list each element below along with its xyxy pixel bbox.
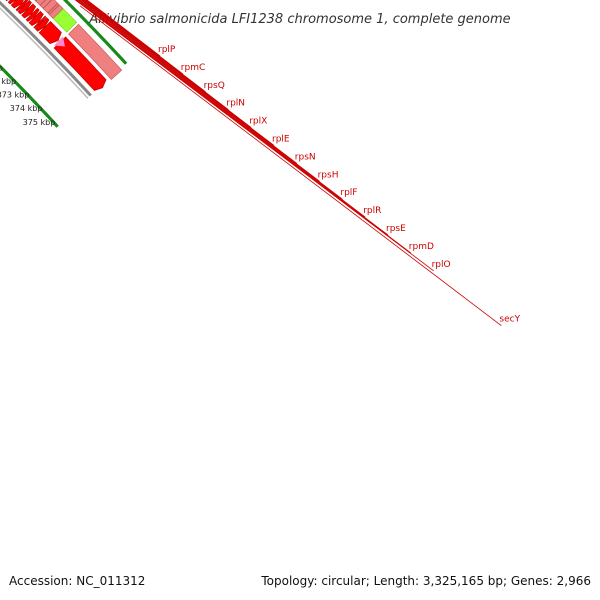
gene-label-rplF[interactable]: rplF [340,188,357,198]
outer-tick-dot [123,61,128,65]
cds-arrow-rpsH[interactable] [17,0,32,15]
tick-dot [55,124,59,128]
gene-label-rpsE[interactable]: rpsE [386,224,406,234]
leader-line-rpsE [76,0,389,236]
tick-label: 375 kbp [23,118,56,127]
gene-label-secY[interactable]: secY [499,315,520,325]
gene-label-rpsQ[interactable]: rpsQ [204,81,225,91]
gene-label-rplR[interactable]: rplR [363,206,381,216]
leader-line-rplE [81,0,275,146]
cds-arrow-rpmD[interactable] [33,15,47,29]
cds-arrow-rplN[interactable] [4,0,18,2]
cds-arrow-rplE[interactable] [10,0,25,9]
backbone-outer [0,0,92,97]
gene-label-rplE[interactable]: rplE [272,135,290,145]
cds-track [4,0,107,91]
cds-arrow-secY[interactable] [38,20,62,45]
leader-line-rpsN [80,0,298,164]
cds-arrow-rplO[interactable] [34,17,50,32]
genome-summary-text: Topology: circular; Length: 3,325,165 bp… [260,574,591,588]
gene-band-track [34,0,123,80]
gene-label-rpmC[interactable]: rpmC [181,63,205,73]
tick-label: 372 kbp [0,77,16,86]
gene-band-secY[interactable] [52,8,78,33]
leader-line-rplO [74,0,434,272]
leader-line-rpsH [80,0,320,182]
cds-arrow-partial [53,36,107,91]
gene-band-partial [68,23,123,80]
leader-line-rplX [82,0,252,128]
pink-feature-marker [53,36,65,47]
map-title: Aliivibrio salmonicida LFI1238 chromosom… [88,12,510,27]
gene-label-rpsN[interactable]: rpsN [295,152,316,162]
leader-line-rplP [86,0,161,57]
backbone-inner [0,7,89,99]
genome-backbone [0,0,92,99]
cds-arrow-rplR[interactable] [25,7,40,22]
tick-label: 371 kbp [0,64,3,73]
leader-line-rplF [78,0,343,200]
cds-arrow-rpsE[interactable] [28,10,44,26]
tick-label: 374 kbp [10,104,43,113]
leader-line-rplN [83,0,229,111]
gene-label-rplN[interactable]: rplN [226,99,245,109]
accession-text: Accession: NC_011312 [9,574,145,588]
gene-label-rpmD[interactable]: rpmD [409,242,434,252]
gene-band-rpsE[interactable] [42,0,59,14]
gene-label-rpsH[interactable]: rpsH [318,170,339,180]
cds-arrow-rplX[interactable] [7,0,21,5]
gene-label-rplP[interactable]: rplP [158,45,176,55]
tick-label: 373 kbp [0,91,29,100]
leader-line-rpsQ [84,0,206,93]
cds-arrow-rplF[interactable] [21,3,37,19]
tick-track: 368 kbp369 kbp370 kbp371 kbp372 kbp373 k… [0,0,128,128]
leader-line-secY [79,5,502,327]
leader-line-rplR [77,0,366,218]
cds-arrow-rpsN[interactable] [15,0,29,12]
gene-label-rplX[interactable]: rplX [249,117,267,127]
leader-line-rpmD [75,0,412,254]
gene-label-rplO[interactable]: rplO [432,260,451,270]
